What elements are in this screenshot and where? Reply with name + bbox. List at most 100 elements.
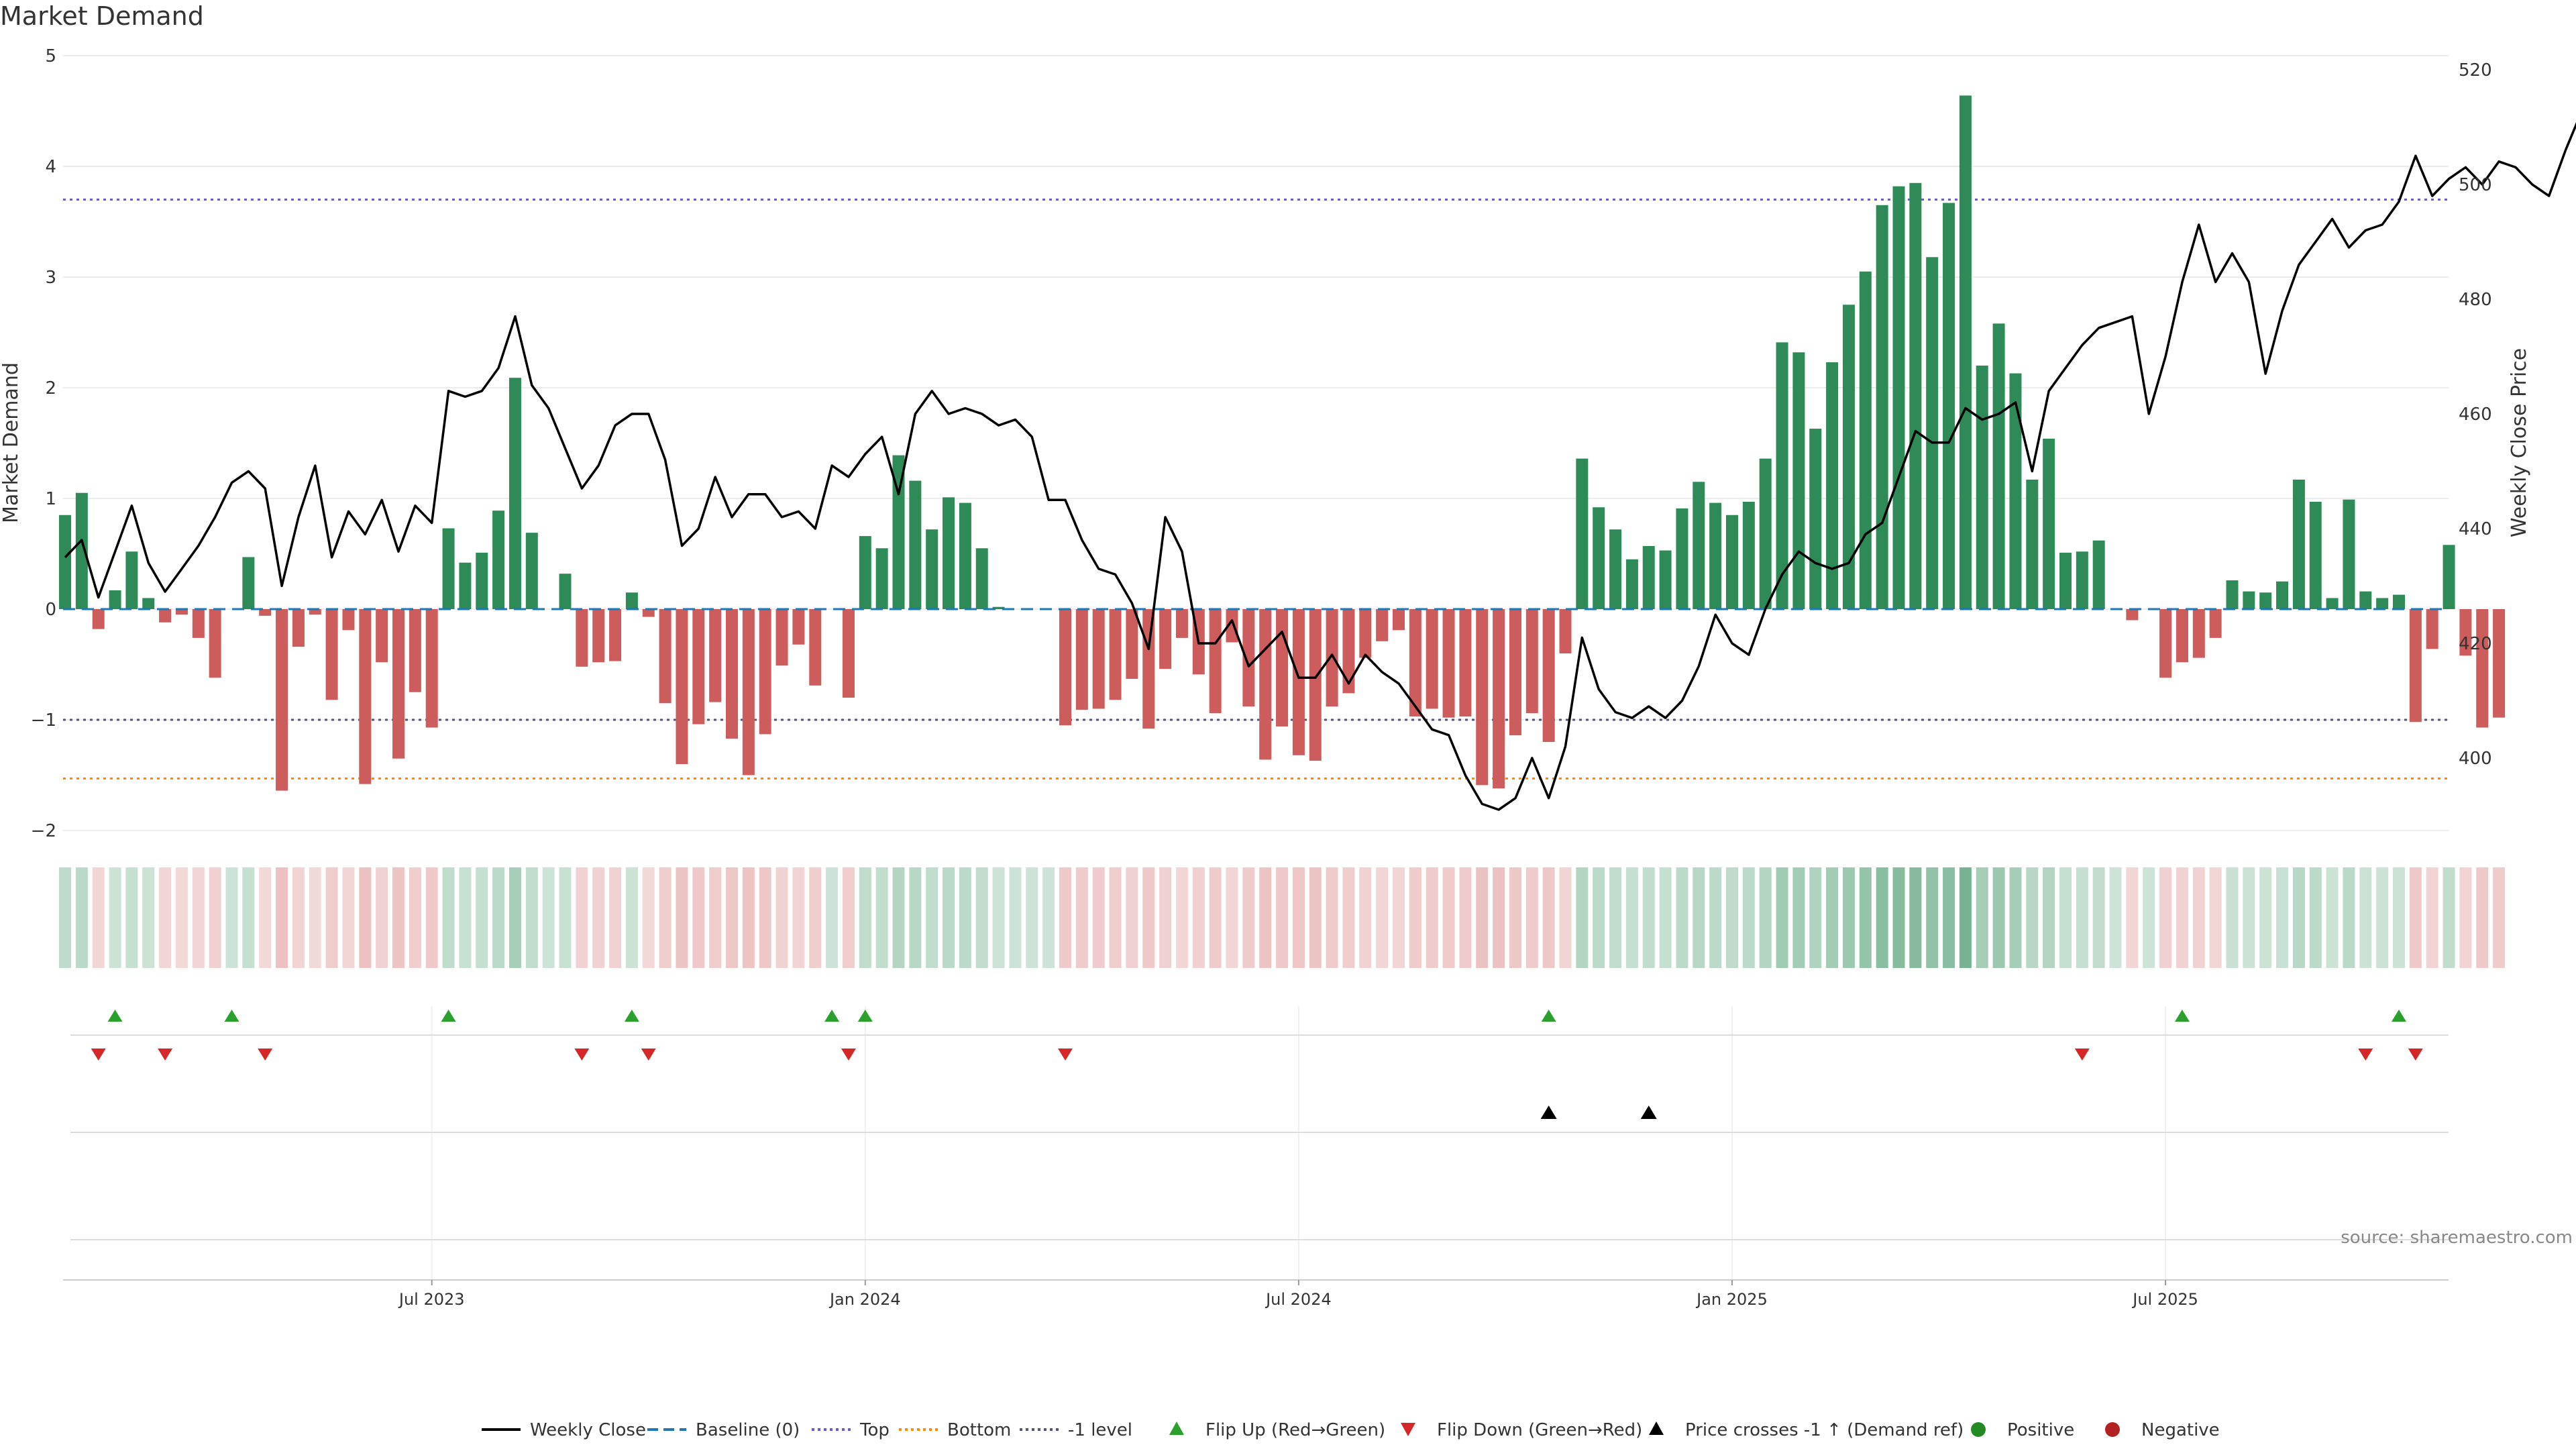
heat-strip-cell [959,867,971,968]
demand-bar [1559,609,1572,653]
demand-bar [959,502,971,609]
heat-strip-cell [859,867,871,968]
heat-strip-cell [1992,867,2005,968]
heat-strip-cell [792,867,805,968]
heat-strip-cell [1642,867,1655,968]
demand-bar [975,548,988,609]
heat-strip-cell [109,867,121,968]
flip-down-marker [2074,1049,2090,1061]
legend-label: Price crosses -1 ↑ (Demand ref) [1685,1420,1964,1440]
legend-swatch [1649,1421,1664,1435]
heat-strip-cell [1326,867,1338,968]
y2-tick-label: 440 [2459,519,2492,539]
heat-strip-cell [1892,867,1905,968]
demand-bar [2326,598,2339,609]
heat-strip-cell [1109,867,1122,968]
legend-item: Negative [2105,1420,2220,1440]
heat-strip-cell [1259,867,1272,968]
heat-strip-cell [975,867,988,968]
heat-strip-cell [2176,867,2188,968]
heat-strip-cell [2143,867,2155,968]
heat-strip-cell [1276,867,1289,968]
heat-strip-cell [442,867,455,968]
flip-down-marker [258,1049,273,1061]
y2-tick-label: 520 [2459,60,2492,80]
demand-bar [1926,257,1939,609]
heat-strip-cell [1309,867,1322,968]
demand-bar [1726,515,1738,609]
demand-bar [342,609,355,631]
heat-strip-cell [1026,867,1038,968]
heat-strip-cell [1075,867,1088,968]
demand-bar [1075,609,1088,710]
demand-bar [2292,479,2305,609]
heat-strip-cell [2026,867,2039,968]
heat-strip-cell [2359,867,2372,968]
heat-strip-cell [1092,867,1105,968]
heat-strip-cell [1059,867,1071,968]
demand-bar [242,557,255,609]
heat-strip-cell [2126,867,2139,968]
heat-strip-cell [2459,867,2472,968]
heat-strip-cell [325,867,338,968]
flip-down-marker [1058,1049,1073,1061]
heat-strip-cell [476,867,488,968]
heat-strip-cell [2259,867,2272,968]
heat-strip-cell [192,867,205,968]
demand-bar [309,609,321,615]
heat-strip-cell [1393,867,1405,968]
demand-bar [2126,609,2139,621]
heat-strip-cell [892,867,905,968]
heat-strip-cell [2493,867,2506,968]
demand-bar [425,609,438,728]
demand-bar [1276,609,1289,727]
heat-strip-cell [2292,867,2305,968]
heat-strip-cell [2343,867,2355,968]
demand-bar [1792,352,1805,609]
demand-bar [1159,609,1172,669]
demand-bar [2209,609,2222,638]
heat-strip-cell [909,867,922,968]
heat-strip-cell [609,867,622,968]
demand-bar [1426,609,1438,709]
heat-strip-cell [542,867,555,968]
flip-down-marker [91,1049,106,1061]
legend-item: Flip Down (Green→Red) [1401,1420,1642,1440]
demand-bar [1976,366,1988,609]
demand-bar [2276,581,2289,609]
demand-bar [1909,182,1922,609]
heat-strip-cell [1792,867,1805,968]
heat-strip-cell [2159,867,2172,968]
demand-bar [775,609,788,666]
demand-bar [1542,609,1555,742]
heat-strip-cell [225,867,238,968]
demand-bar [1809,429,1822,609]
heat-strip-cell [2009,867,2022,968]
demand-bar [476,552,488,609]
demand-bar [2259,592,2272,609]
demand-bar [409,609,421,692]
demand-bar [2192,609,2205,658]
legend-label: Flip Down (Green→Red) [1437,1420,1642,1440]
y2-tick-label: 420 [2459,634,2492,654]
heat-strip-cell [2443,867,2455,968]
demand-bar [109,590,121,609]
heat-strip-cell [1625,867,1638,968]
demand-bar [1959,95,1972,609]
heat-strip-cell [159,867,172,968]
demand-bar [1359,609,1372,658]
heat-strip-cell [1226,867,1238,968]
demand-bar [442,528,455,609]
demand-bar [875,548,888,609]
heat-strip-cell [1459,867,1472,968]
demand-bar [892,455,905,609]
y-tick-label: 5 [45,46,56,66]
legend-item: Flip Up (Red→Green) [1169,1420,1385,1440]
y-tick-label: 1 [45,489,56,509]
demand-bar [1342,609,1355,694]
demand-bar [609,609,622,661]
heat-strip-cell [875,867,888,968]
heat-strip-cell [1659,867,1672,968]
y-tick-label: 2 [45,378,56,398]
demand-bar [1676,508,1688,609]
